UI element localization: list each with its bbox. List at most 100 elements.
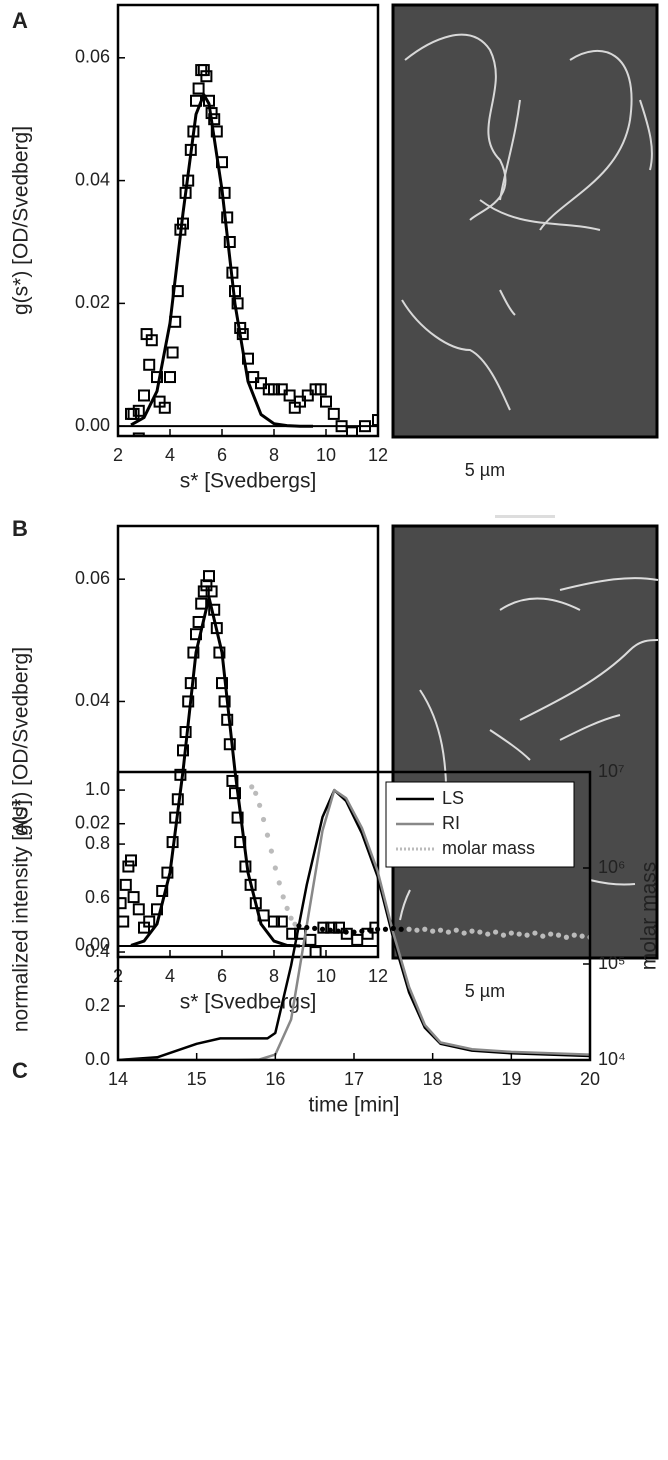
data-point [145,334,158,347]
data-line [130,93,313,428]
data-point [453,927,459,933]
data-point [177,744,189,757]
y-tick-label: 1.0 [85,779,110,799]
data-point [317,921,330,934]
data-point [327,407,340,420]
data-point [203,570,215,583]
chart-panel: B5 µm2 4 6 8 10 120.000.020.040.06s* [Svedber… [10,516,506,1014]
data-point [500,932,507,938]
data-point [516,931,522,937]
data-point [540,933,546,939]
data-point [223,738,236,751]
data-point [182,695,195,708]
data-point [132,432,145,436]
data-point [284,905,290,911]
y-tick-label: 0.6 [85,887,110,907]
data-point [319,926,326,932]
y-axis-title: normalized intensity [AU] [10,800,33,1032]
x-tick-label: 8 [269,966,279,986]
data-line [130,596,301,948]
y-tick-label: 0.2 [85,995,110,1015]
data-point [367,927,373,933]
data-point [335,420,348,433]
data-point [122,860,135,873]
y-tick-label: 0.4 [85,941,110,961]
plot-area [118,64,378,436]
y-axis-title: g(s*) [OD/Svedberg] [10,126,33,315]
panel-label: A [12,8,28,33]
y2-tick-label: 10⁴ [598,1049,626,1069]
scale-bar-label: 5 µm [465,460,505,480]
data-point [143,915,156,928]
data-point [200,70,213,83]
plot-frame [116,770,592,1062]
data-point [119,878,132,891]
data-point [524,932,530,938]
data-point [390,925,396,931]
data-point [288,915,294,921]
data-point [309,946,322,957]
x-tick-label: 12 [368,445,388,465]
data-point [485,931,491,937]
afm-image-b [391,524,659,960]
data-point [422,926,428,932]
data-point [156,884,169,897]
y-tick-label: 0.02 [75,812,110,832]
y-tick-label: 0.04 [75,169,110,189]
x-tick-label: 12 [368,966,388,986]
data-point [208,113,221,126]
legend-label: LS [442,788,464,808]
data-point [375,926,381,932]
data-point [346,426,358,436]
plot-frame [116,3,380,438]
data-point [445,929,451,935]
data-point [508,930,514,936]
x-tick-label: 19 [501,1069,521,1089]
data-point [335,928,341,934]
data-point [216,677,228,690]
data-point [138,389,150,402]
data-point [197,585,210,598]
data-point [372,414,378,427]
data-point [555,932,562,938]
data-point [343,929,349,935]
x-tick-label: 16 [265,1069,285,1089]
y-tick-label: 0.02 [75,292,110,312]
y-tick-label: 0.00 [75,935,110,955]
data-point [351,929,357,935]
data-point [218,695,231,708]
data-point [143,358,156,371]
y-tick-label: 0.8 [85,833,110,853]
data-point [579,933,585,939]
data-point [268,383,280,396]
data-point [195,597,208,610]
separator [495,515,555,518]
scale-bar-label: 5 µm [465,981,505,1001]
data-point [430,928,436,934]
data-point [231,811,244,824]
plot-area [118,570,378,957]
y2-axis-title: molar mass [638,862,661,971]
y-axis-title: g(s*) [OD/Svedberg] [10,647,33,836]
data-point [268,848,274,854]
data-point [264,832,271,838]
x-tick-label: 4 [165,966,175,986]
data-point [231,297,244,310]
data-point [398,926,404,932]
y-tick-label: 0.04 [75,690,110,710]
data-point [132,404,145,417]
data-point [294,395,306,408]
data-point [340,927,353,940]
x-tick-label: 2 [113,445,123,465]
chart-panel: C 14 15 16 17 18 19 20 0.0 0.2 0.4 0.6 0.8 1.0 10⁴ 10⁵ 1… [10,761,661,1117]
x-tick-label: 6 [217,445,227,465]
y2-tick-label: 10⁶ [598,857,625,877]
data-point [304,933,317,946]
data-point [320,395,332,408]
data-point [359,928,365,934]
x-tick-label: 17 [344,1069,364,1089]
legend-label: molar mass [442,838,535,858]
data-point [118,915,130,928]
x-tick-label: 14 [108,1069,128,1089]
